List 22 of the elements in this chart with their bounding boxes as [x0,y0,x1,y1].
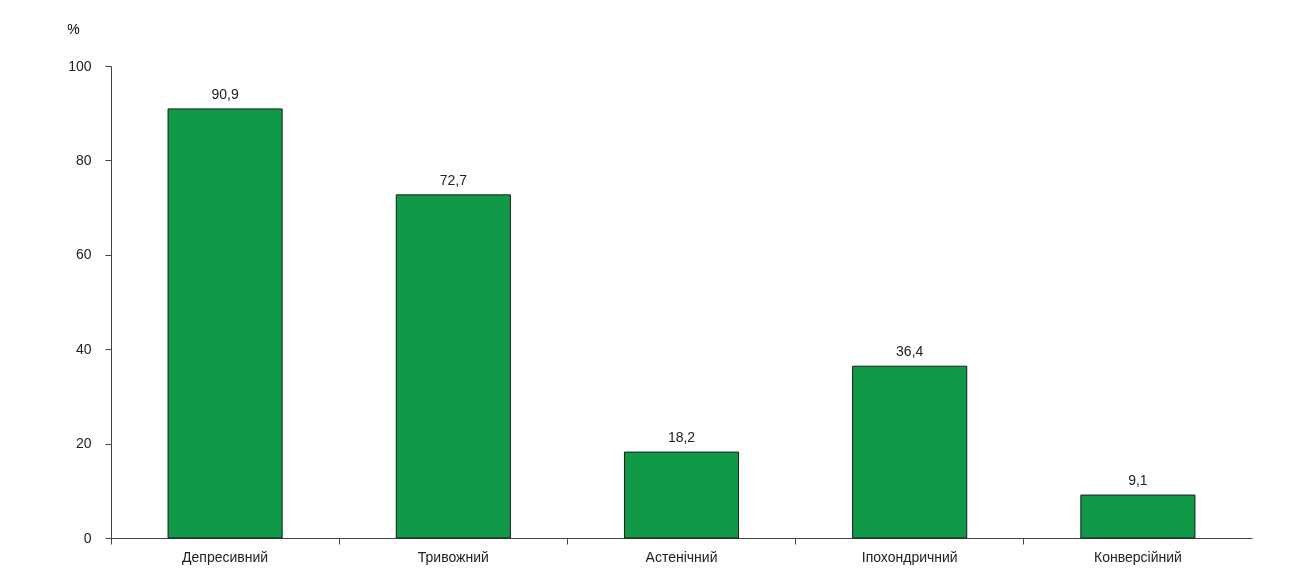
x-tick-label: Астенічний [645,548,718,565]
bar [852,365,968,539]
y-tick-label: 100 [68,57,92,74]
y-axis-title: % [67,20,80,37]
data-label: 18,2 [667,429,696,446]
data-label: 36,4 [896,343,924,360]
x-tick-label: Іпохондричний [861,548,958,565]
bar [167,108,283,539]
y-tick-label: 80 [75,151,92,168]
y-tick-label: 20 [75,435,92,452]
bar [395,194,511,539]
x-tick-label: Конверсійний [1093,548,1182,565]
x-tick-label: Тривожний [417,548,489,565]
y-tick-label: 0 [83,529,92,546]
x-tick-label: Депресивний [182,548,269,565]
data-label: 90,9 [211,85,239,102]
y-tick-label: 60 [75,246,92,263]
bar [623,451,740,539]
data-label: 9,1 [1128,472,1148,489]
bar [1080,494,1196,539]
y-tick-label: 40 [75,340,92,357]
data-label: 72,7 [439,171,468,188]
